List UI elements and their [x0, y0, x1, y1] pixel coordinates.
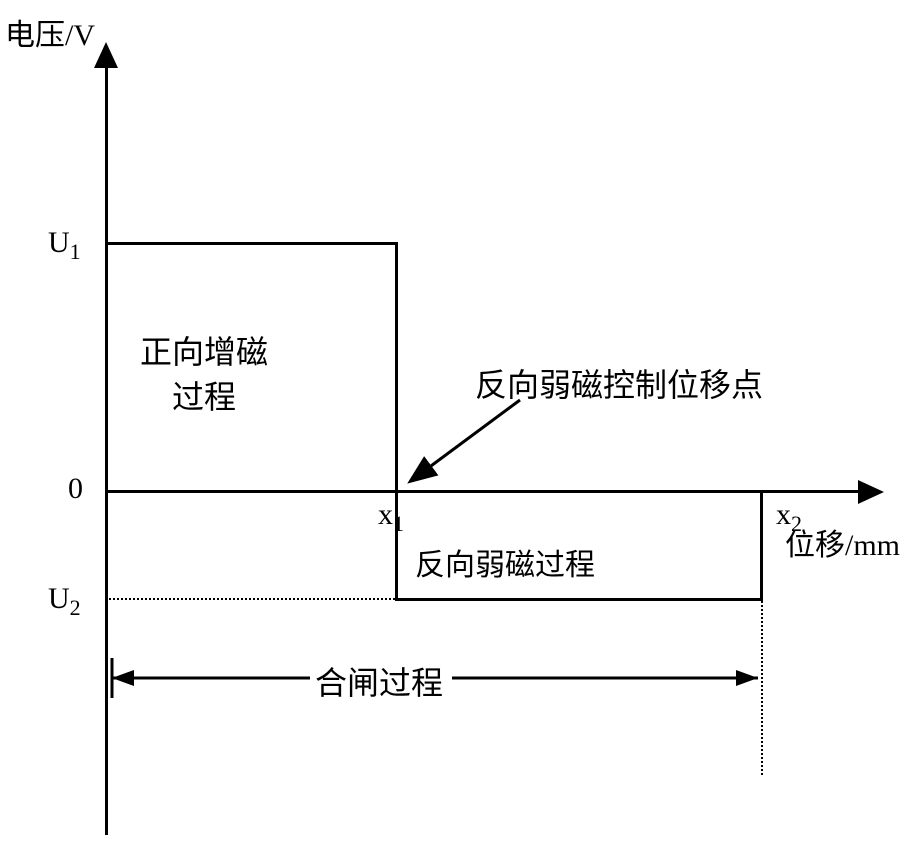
closing-process-label: 合闸过程	[315, 658, 443, 704]
voltage-displacement-diagram: 电压/V 位移/mm U1 0 U2 x1 x2 正向增磁 过程 反向弱磁过程 …	[0, 0, 920, 844]
closing-process-arrow	[0, 0, 920, 844]
